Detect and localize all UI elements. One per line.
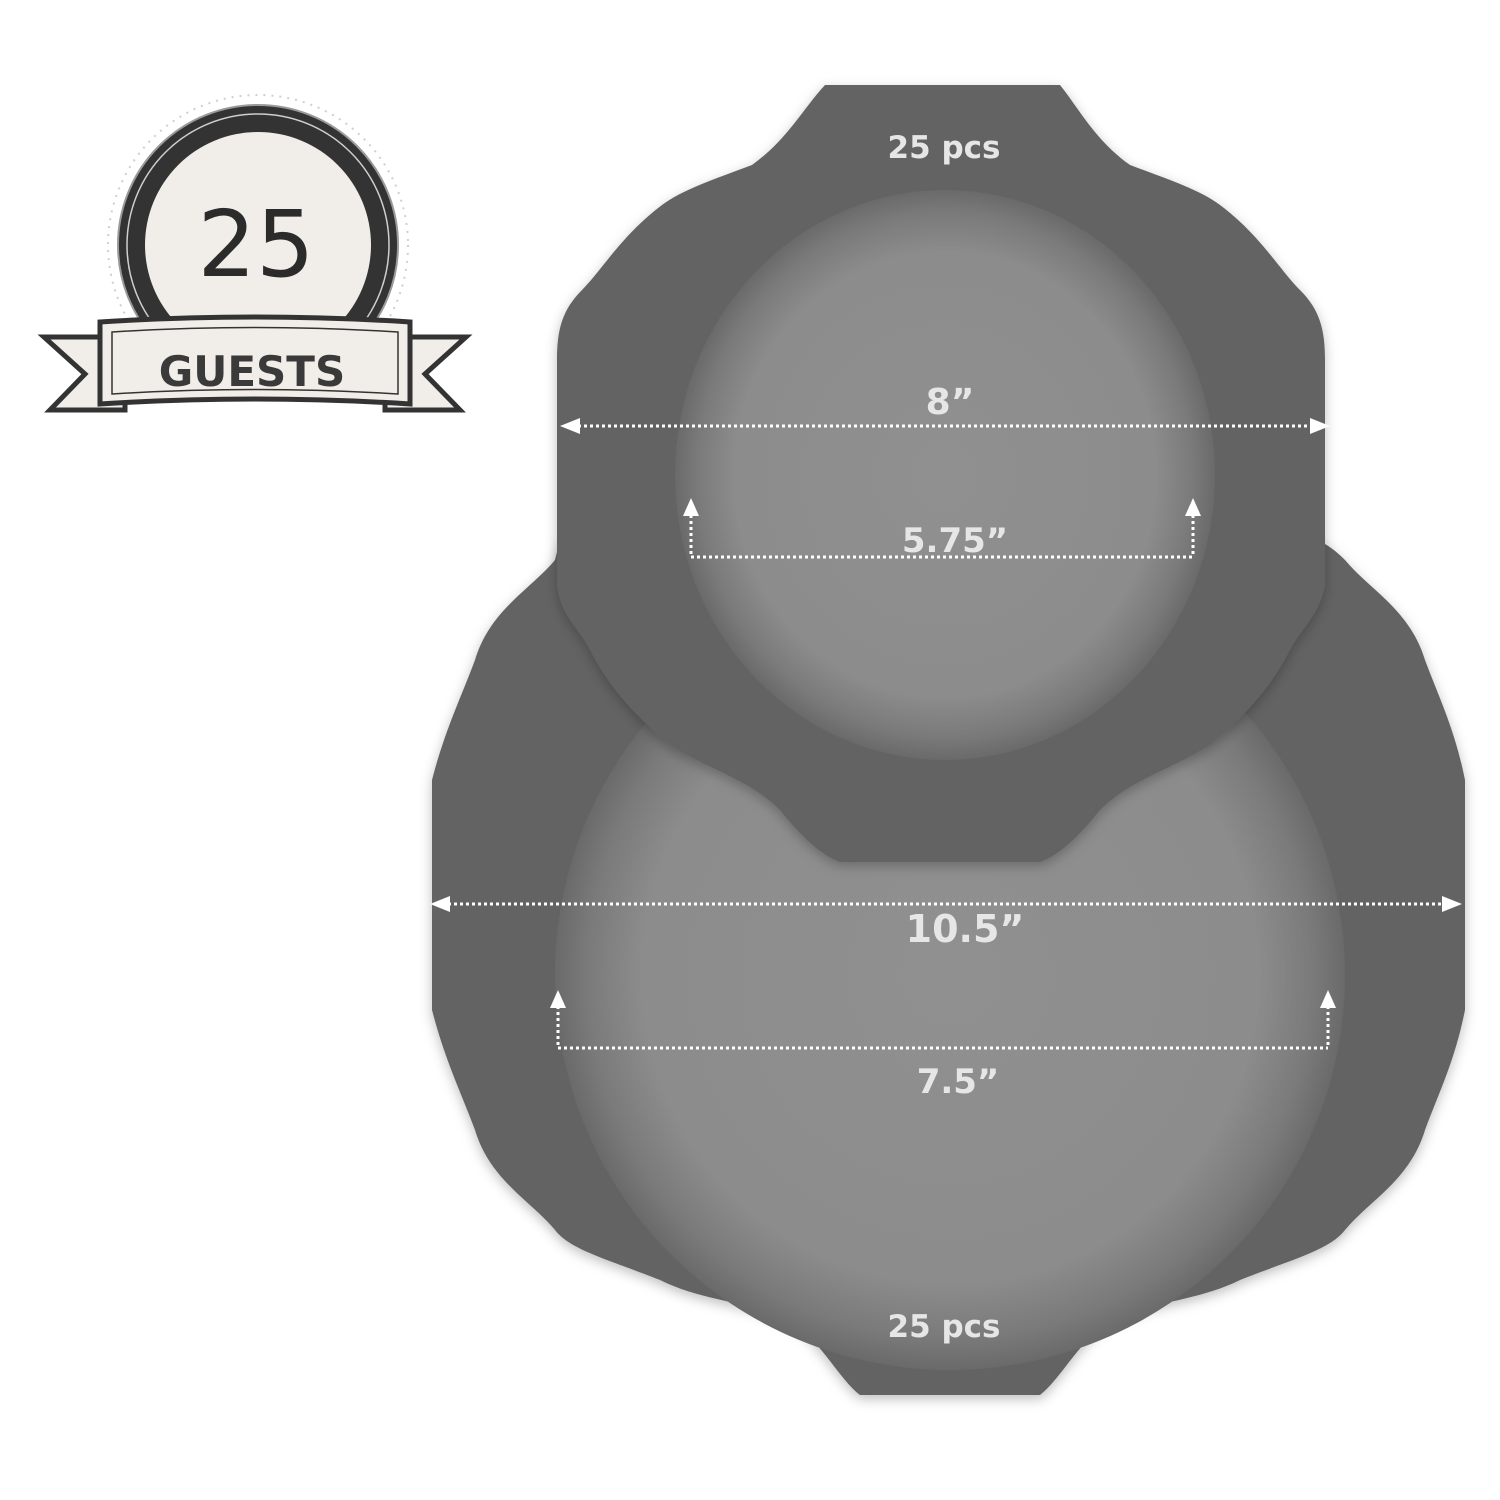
arrow-up-icon [1320,990,1336,1008]
arrow-right-icon [1310,418,1330,434]
small-plate [557,85,1325,862]
large-plate-pieces-label: 25 pcs [888,1309,1001,1345]
large-plate-inner-dimension [550,990,1336,1050]
small-plate-inner-dimension [683,498,1201,559]
guests-ribbon-text: GUESTS [159,347,345,396]
large-plate-outer-dimension [430,896,1462,912]
guests-badge: 25 GUESTS [37,94,473,413]
small-plate-outer-dimension [560,418,1330,434]
arrow-up-icon [550,990,566,1008]
large-plate-inner-diameter-label: 7.5” [917,1062,1000,1102]
small-plate-pieces-label: 25 pcs [888,130,1001,166]
arrow-up-icon [1185,498,1201,516]
guest-count: 25 [197,191,314,298]
small-plate-outer-diameter-label: 8” [926,382,975,423]
arrow-left-icon [430,896,450,912]
small-plate-inner-diameter-label: 5.75” [902,521,1008,561]
badge-center [145,132,371,358]
arrow-right-icon [1442,896,1462,912]
ribbon-band [97,314,413,407]
arrow-left-icon [560,418,580,434]
large-plate-outer-diameter-label: 10.5” [906,907,1025,951]
arrow-up-icon [683,498,699,516]
small-plate-well [675,190,1215,760]
